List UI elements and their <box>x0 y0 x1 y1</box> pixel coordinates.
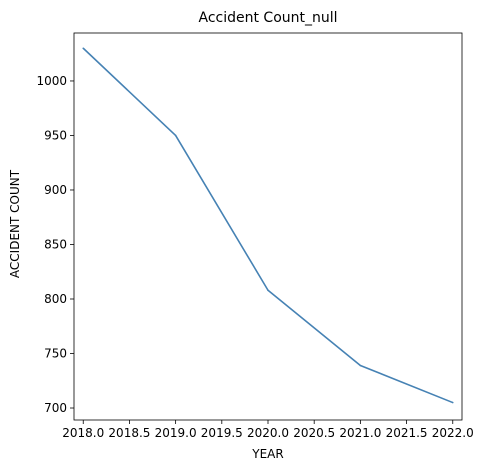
x-tick-label: 2019.5 <box>201 426 243 440</box>
data-point <box>359 364 362 367</box>
x-tick-label: 2020.0 <box>247 426 289 440</box>
data-point <box>82 47 85 50</box>
x-tick-label: 2022.0 <box>432 426 474 440</box>
y-tick-label: 850 <box>44 237 67 251</box>
y-tick-label: 700 <box>44 401 67 415</box>
data-point <box>267 289 269 292</box>
y-tick-label: 800 <box>44 292 67 306</box>
data-point <box>174 134 177 137</box>
y-axis-title: ACCIDENT COUNT <box>8 169 22 278</box>
y-tick-label: 1000 <box>36 74 67 88</box>
plot-frame <box>73 32 463 421</box>
y-tick-label: 950 <box>44 128 67 142</box>
x-axis-title: YEAR <box>251 447 283 461</box>
y-tick-label: 750 <box>44 347 67 361</box>
x-axis-ticks: 2018.0 2018.5 2019.0 2019.5 2020.0 2020.5 2021… <box>62 420 474 440</box>
x-tick-label: 2019.0 <box>155 426 197 440</box>
series-line <box>82 47 454 404</box>
y-axis-ticks: 700 750 800 850 900 950 1000 <box>36 74 74 415</box>
x-tick-label: 2018.5 <box>108 426 150 440</box>
x-tick-label: 2021.0 <box>339 426 381 440</box>
x-tick-label: 2021.5 <box>386 426 428 440</box>
x-tick-label: 2018.0 <box>62 426 104 440</box>
series-layer <box>82 47 454 404</box>
x-tick-label: 2020.5 <box>293 426 335 440</box>
y-tick-label: 900 <box>44 183 67 197</box>
data-point <box>451 401 454 404</box>
chart-title: Accident Count_null <box>198 10 337 26</box>
